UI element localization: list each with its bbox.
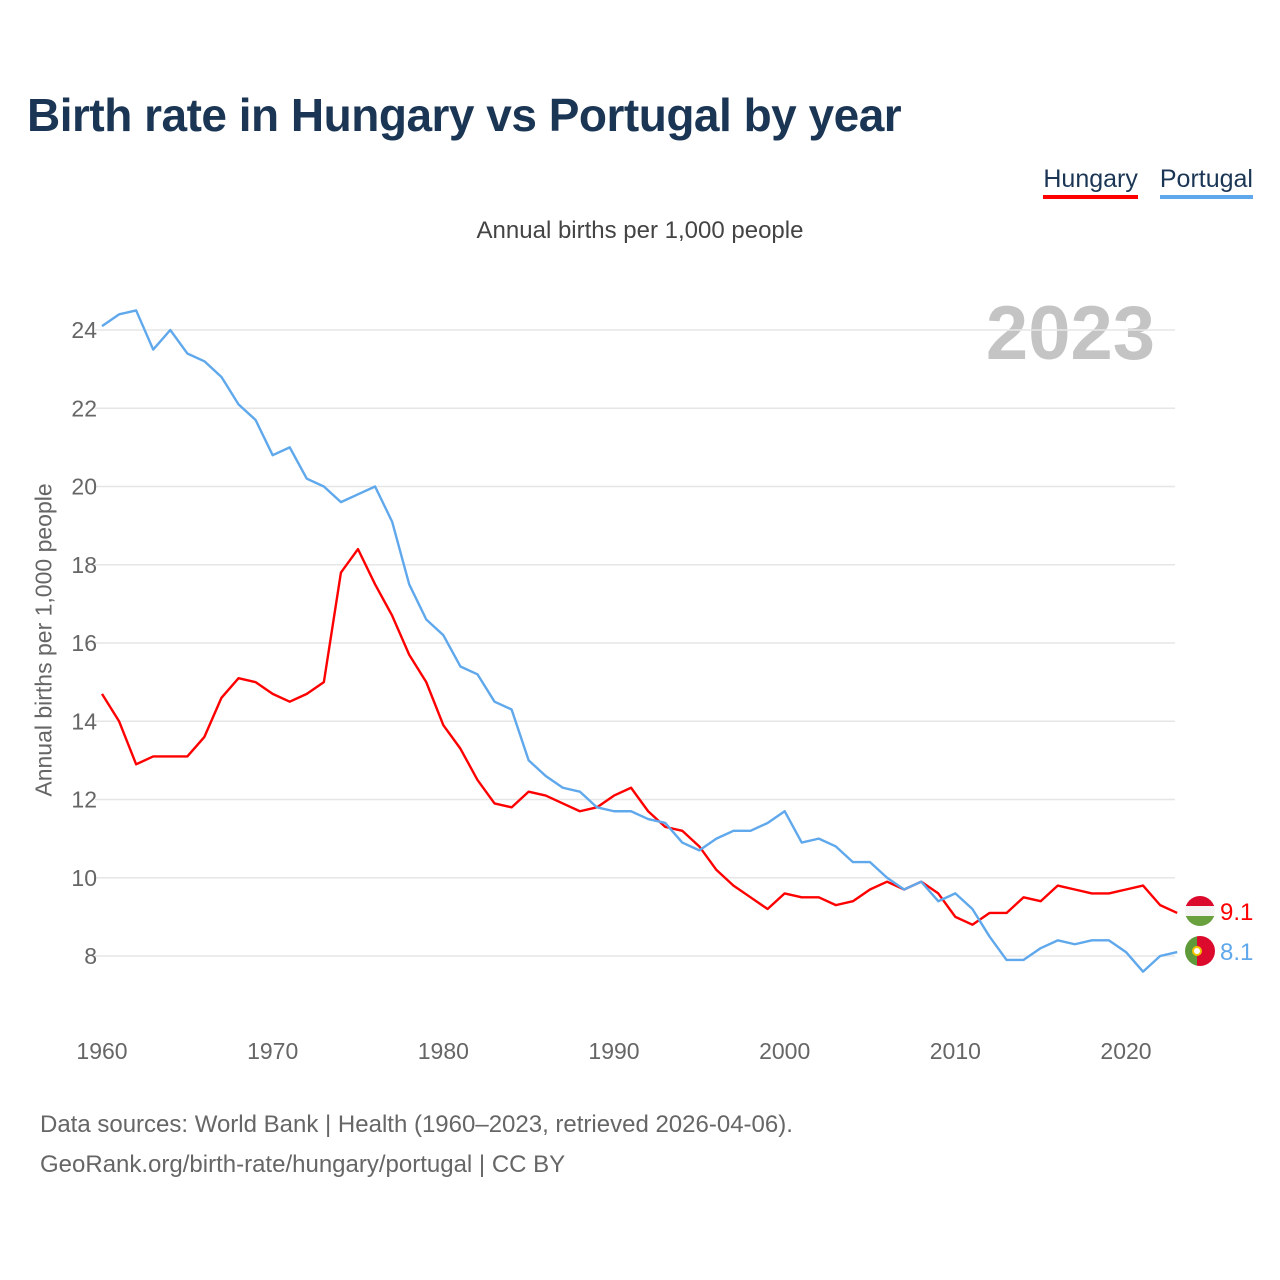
y-tick-label: 16 <box>71 630 97 656</box>
legend: Hungary Portugal <box>1043 165 1253 199</box>
y-tick-label: 24 <box>71 317 97 343</box>
legend-hungary[interactable]: Hungary <box>1043 165 1138 199</box>
portugal-flag-icon <box>1185 936 1215 966</box>
y-tick-label: 22 <box>71 395 97 421</box>
x-tick-label: 1970 <box>247 1038 298 1064</box>
x-tick-label: 2020 <box>1100 1038 1151 1064</box>
data-source: Data sources: World Bank | Health (1960–… <box>40 1111 793 1138</box>
year-watermark: 2023 <box>985 291 1155 376</box>
x-tick-label: 1960 <box>76 1038 127 1064</box>
x-tick-label: 2000 <box>759 1038 810 1064</box>
series-line-portugal <box>101 309 1178 973</box>
legend-portugal[interactable]: Portugal <box>1159 165 1253 199</box>
footer: Data sources: World Bank | Health (1960–… <box>40 1105 793 1185</box>
y-tick-label: 10 <box>71 865 97 891</box>
y-tick-label: 20 <box>71 474 97 500</box>
end-value-label-portugal: 8.1 <box>1220 939 1253 966</box>
x-tick-label: 2010 <box>930 1038 981 1064</box>
chart-title: Birth rate in Hungary vs Portugal by yea… <box>27 89 902 141</box>
chart-subtitle: Annual births per 1,000 people <box>476 217 804 244</box>
y-tick-label: 12 <box>71 787 97 813</box>
x-tick-label: 1990 <box>588 1038 639 1064</box>
y-tick-label: 8 <box>84 943 97 969</box>
source-link[interactable]: GeoRank.org/birth-rate/hungary/portugal … <box>40 1151 566 1178</box>
series-line-hungary <box>100 547 1178 926</box>
x-tick-label: 1980 <box>418 1038 469 1064</box>
y-tick-label: 14 <box>71 708 97 734</box>
hungary-flag-icon <box>1185 896 1215 926</box>
y-tick-label: 18 <box>71 552 97 578</box>
end-value-label-hungary: 9.1 <box>1220 899 1253 926</box>
